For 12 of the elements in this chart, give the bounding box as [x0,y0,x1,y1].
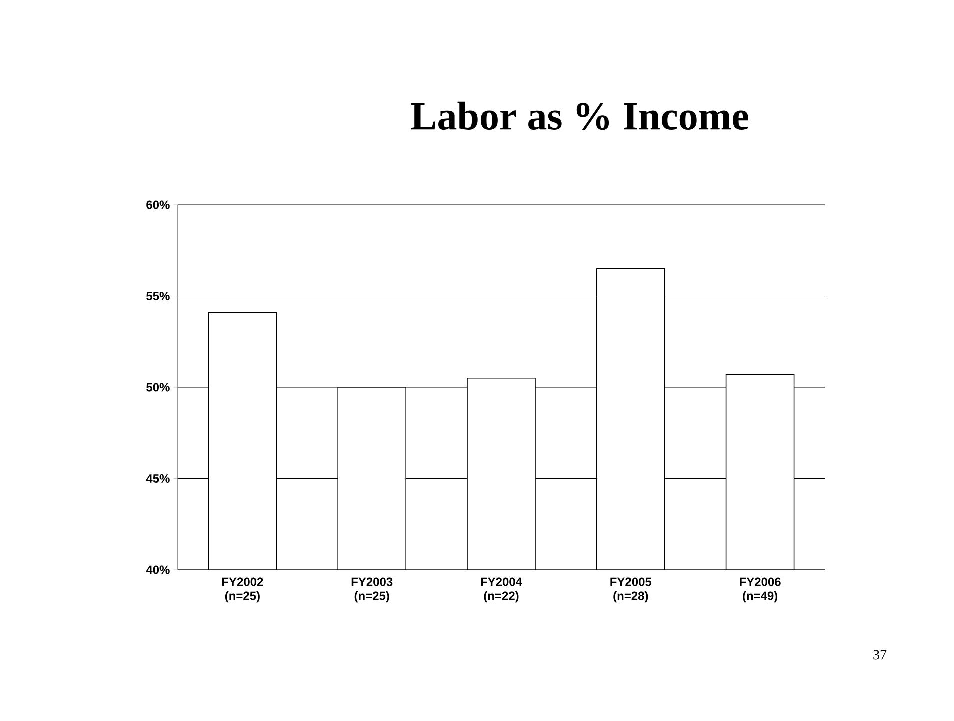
x-tick-label: FY2002 (n=25) [222,578,264,603]
y-tick-label: 60% [146,200,170,210]
x-tick-label: FY2004 (n=22) [481,578,522,603]
chart-title: Labor as % Income [411,102,748,130]
text: 37 [874,650,887,660]
y-tick-label: 55% [146,292,170,300]
y-tick-label: 40% [146,566,170,574]
x-tick-label: FY2006 (n=49) [740,578,781,603]
y-tick-label: 45% [146,474,170,483]
y-tick-label: 50% [146,383,170,392]
x-tick-label: FY2003 (n=25) [352,578,393,603]
x-tick-label: FY2005 (n=28) [610,578,652,603]
